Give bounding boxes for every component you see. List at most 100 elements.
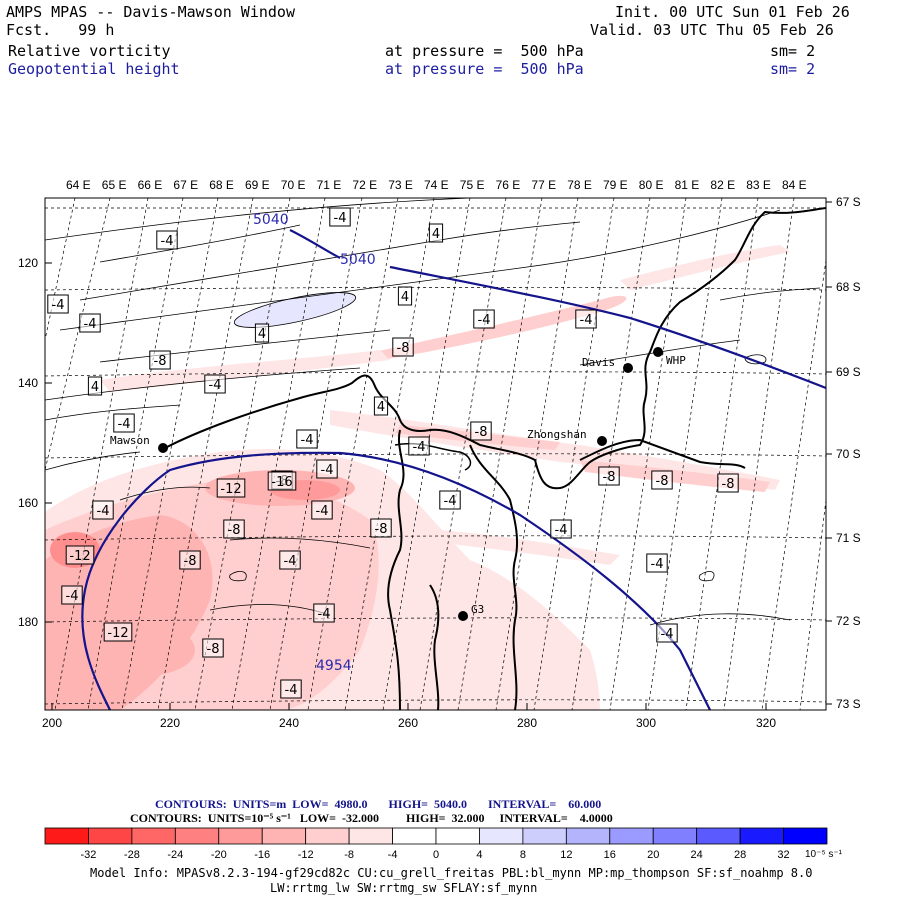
vorticity-label: 4 xyxy=(397,286,413,306)
station-label-g3: G3 xyxy=(471,603,484,616)
vorticity-band-upper2 xyxy=(620,245,790,290)
station-markers xyxy=(158,347,663,621)
vorticity-label: -8 xyxy=(179,550,201,570)
page-title: AMPS MPAS -- Davis-Mawson Window xyxy=(6,3,295,21)
longitude-label: 84 E xyxy=(782,178,807,192)
svg-text:-8: -8 xyxy=(207,642,220,657)
colorbar-label: 4 xyxy=(476,849,482,861)
vorticity-label: -4 xyxy=(656,623,678,643)
colorbar-swatch xyxy=(522,827,567,845)
colorbar-swatch xyxy=(565,827,611,845)
vorticity-label: -4 xyxy=(439,490,461,510)
vorticity-label: -4 xyxy=(316,459,338,479)
longitude-label: 76 E xyxy=(496,178,521,192)
vorticity-label: 4 xyxy=(373,396,389,416)
longitude-label: 67 E xyxy=(173,178,198,192)
colorbar-labels: -32 -28 -24 -20 -16 -12 -8 -4 0 4 8 12 16 20 24 28 32 xyxy=(80,849,789,861)
x-axis-ticks: 200 220 240 260 280 300 320 xyxy=(42,703,776,730)
height-label: 5040 xyxy=(253,212,289,228)
svg-text:-4: -4 xyxy=(285,683,298,698)
latitude-label: 70 S xyxy=(836,447,861,461)
station-label-mawson: Mawson xyxy=(110,434,150,447)
latitude-label: 69 S xyxy=(836,365,861,379)
svg-text:-4: -4 xyxy=(318,607,331,622)
colorbar-swatch xyxy=(88,827,133,845)
vorticity-label: -4 xyxy=(47,294,69,314)
vorticity-labels: -4 -4 4 4 -4 4 -4 -4 -8 -8 4 -4 4 -4 -4 -4 -8 -4 -4 -8 -4 -8 -… xyxy=(47,207,739,699)
vorticity-label: -4 xyxy=(279,550,301,570)
svg-text:-12: -12 xyxy=(107,626,128,641)
field1-name: Relative vorticity xyxy=(8,42,171,60)
colorbar-swatch xyxy=(739,827,784,845)
latitude-label: 73 S xyxy=(836,697,861,711)
vorticity-label: -8 xyxy=(370,518,392,538)
vorticity-label: -16 xyxy=(267,471,297,491)
colorbar-label: -24 xyxy=(167,849,183,861)
colorbar-swatch xyxy=(174,827,220,845)
field2-smoothing: sm= 2 xyxy=(770,60,816,78)
latitude-label: 68 S xyxy=(836,280,861,294)
longitude-label: 65 E xyxy=(102,178,127,192)
svg-text:4: 4 xyxy=(258,327,266,342)
x-tick-label: 240 xyxy=(279,716,299,730)
colorbar-swatch xyxy=(44,827,89,845)
height-label: 4954 xyxy=(316,658,352,674)
vorticity-label: -8 xyxy=(598,466,620,486)
station-labels: Mawson Davis WHP Zhongshan G3 xyxy=(110,354,686,616)
longitude-label: 64 E xyxy=(66,178,91,192)
svg-text:-8: -8 xyxy=(397,341,410,356)
longitude-label: 73 E xyxy=(388,178,413,192)
map-field xyxy=(45,198,826,710)
vorticity-band-mid xyxy=(100,350,390,392)
longitude-label: 80 E xyxy=(639,178,664,192)
svg-text:-8: -8 xyxy=(375,522,388,537)
colorbar-swatch xyxy=(392,827,437,845)
colorbar-label: 8 xyxy=(520,849,526,861)
colorbar-label: -4 xyxy=(388,849,398,861)
svg-text:-4: -4 xyxy=(334,211,347,226)
colorbar-label: 0 xyxy=(433,849,439,861)
station-marker-g3 xyxy=(458,611,468,621)
model-info-line2: LW:rrtmg_lw SW:rrtmg_sw SFLAY:sf_mynn xyxy=(270,881,538,895)
svg-text:-4: -4 xyxy=(555,523,568,538)
colorbar-label: 20 xyxy=(647,849,659,861)
svg-text:4: 4 xyxy=(432,227,440,242)
longitude-labels: 64 E 65 E 66 E 67 E 68 E 69 E 70 E 71 E 72 E 73 E… xyxy=(66,178,807,192)
colorbar-label: -8 xyxy=(344,849,354,861)
x-tick-label: 280 xyxy=(517,716,537,730)
vorticity-label: -4 xyxy=(550,519,572,539)
station-label-whp: WHP xyxy=(666,354,686,367)
longitude-label: 72 E xyxy=(352,178,377,192)
x-tick-label: 220 xyxy=(160,716,180,730)
vorticity-label: -8 xyxy=(392,337,414,357)
vorticity-label: -8 xyxy=(717,473,739,493)
vorticity-label: -12 xyxy=(216,478,246,498)
station-label-davis: Davis xyxy=(582,356,615,369)
field1-level: at pressure = 500 hPa xyxy=(385,42,584,60)
vorticity-label: -4 xyxy=(575,309,597,329)
coastline xyxy=(164,207,826,710)
svg-text:-4: -4 xyxy=(161,234,174,249)
vorticity-label: -4 xyxy=(204,374,226,394)
svg-text:-8: -8 xyxy=(603,470,616,485)
svg-text:-4: -4 xyxy=(66,589,79,604)
station-label-zhongshan: Zhongshan xyxy=(527,428,587,441)
colorbar-label: 24 xyxy=(691,849,703,861)
colorbar-label: -28 xyxy=(124,849,140,861)
svg-text:-4: -4 xyxy=(321,463,334,478)
vorticity-label: -4 xyxy=(408,436,430,456)
vorticity-label: -4 xyxy=(92,500,114,520)
longitude-label: 81 E xyxy=(675,178,700,192)
svg-text:-8: -8 xyxy=(228,523,241,538)
longitude-label: 69 E xyxy=(245,178,270,192)
y-tick-label: 140 xyxy=(18,376,38,390)
station-marker-davis xyxy=(623,363,633,373)
svg-text:-4: -4 xyxy=(316,504,329,519)
colorbar-unit: 10⁻⁵ s⁻¹ xyxy=(805,849,843,860)
vorticity-label: 4 xyxy=(254,323,270,343)
vorticity-label: -4 xyxy=(156,230,178,250)
field2-level: at pressure = 500 hPa xyxy=(385,60,584,78)
x-tick-label: 200 xyxy=(42,716,62,730)
x-tick-label: 300 xyxy=(636,716,656,730)
